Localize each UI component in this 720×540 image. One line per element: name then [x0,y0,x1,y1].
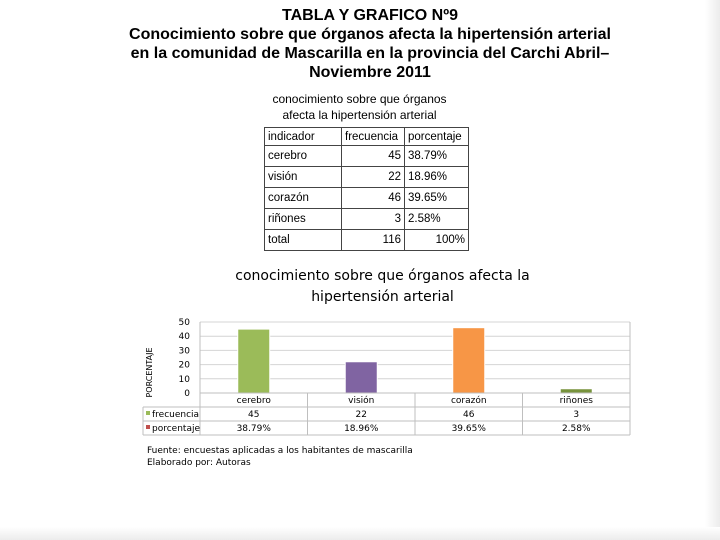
y-tick-label: 50 [179,318,191,328]
cell-porcentaje: 100% [404,229,469,251]
y-tick-label: 0 [184,389,190,399]
y-axis-title: PORCENTAJE [145,347,154,397]
chart-title-line: conocimiento sobre que órganos afecta la [235,268,530,284]
x-category-label: cerebro [237,396,272,406]
source-line: Elaborado por: Autoras [147,458,251,468]
page-shadow-right [705,0,720,540]
x-category-label: visión [348,395,374,406]
slide-title-line: Noviembre 2011 [309,64,431,81]
table-caption-line: conocimiento sobre que órganos [272,92,447,106]
table-caption-line: afecta la hipertensión arterial [282,108,437,122]
cell-porcentaje: 18.96% [404,166,469,188]
source-line: Fuente: encuestas aplicadas a los habita… [147,446,413,456]
cell-porcentaje: 38.79% [404,145,469,167]
y-tick-label: 40 [179,332,191,342]
bar [559,388,593,394]
data-label: 38.79% [237,424,272,434]
data-label: 2.58% [562,424,591,434]
chart-title-line: hipertensión arterial [311,289,454,305]
table-caption: conocimiento sobre que órganos afecta la… [262,91,457,123]
source-note: Fuente: encuestas aplicadas a los habita… [147,445,413,469]
legend-key [146,425,150,429]
slide-title-line: en la comunidad de Mascarilla en la prov… [130,45,610,62]
table-row-total: total 116 100% [264,229,469,251]
data-label: 45 [248,410,259,420]
data-label: 39.65% [452,424,487,434]
slide-title: TABLA Y GRAFICO Nº9 Conocimiento sobre q… [110,6,630,82]
legend-label: porcentaje [152,424,200,434]
cell-indicador: cerebro [264,145,342,167]
x-category-label: riñones [560,396,594,406]
y-tick-label: 10 [179,375,191,385]
bar [344,361,378,394]
slide-title-line: TABLA Y GRAFICO Nº9 [282,7,458,24]
data-label: 46 [463,410,475,420]
cell-frecuencia: 116 [341,229,405,251]
bar [237,328,271,394]
legend-key [146,411,150,415]
table-row: cerebro 45 38.79% [264,145,469,167]
table-header-row: indicador frecuencia porcentaje [264,127,469,146]
slide-title-line: Conocimiento sobre que órganos afecta la… [129,26,611,43]
bar [452,327,486,394]
data-table: indicador frecuencia porcentaje cerebro … [264,127,469,251]
data-label: 22 [356,410,367,420]
header-frecuencia: frecuencia [341,127,405,146]
page-shadow-bottom [0,527,720,540]
chart-title: conocimiento sobre que órganos afecta la… [205,266,560,308]
legend-label: frecuencia [152,410,199,420]
data-label: 18.96% [344,424,379,434]
data-label: 3 [573,410,579,420]
cell-indicador: total [264,229,342,251]
y-tick-label: 30 [179,346,191,356]
header-porcentaje: porcentaje [404,127,469,146]
y-tick-label: 20 [179,361,191,371]
x-category-label: corazón [451,395,487,406]
